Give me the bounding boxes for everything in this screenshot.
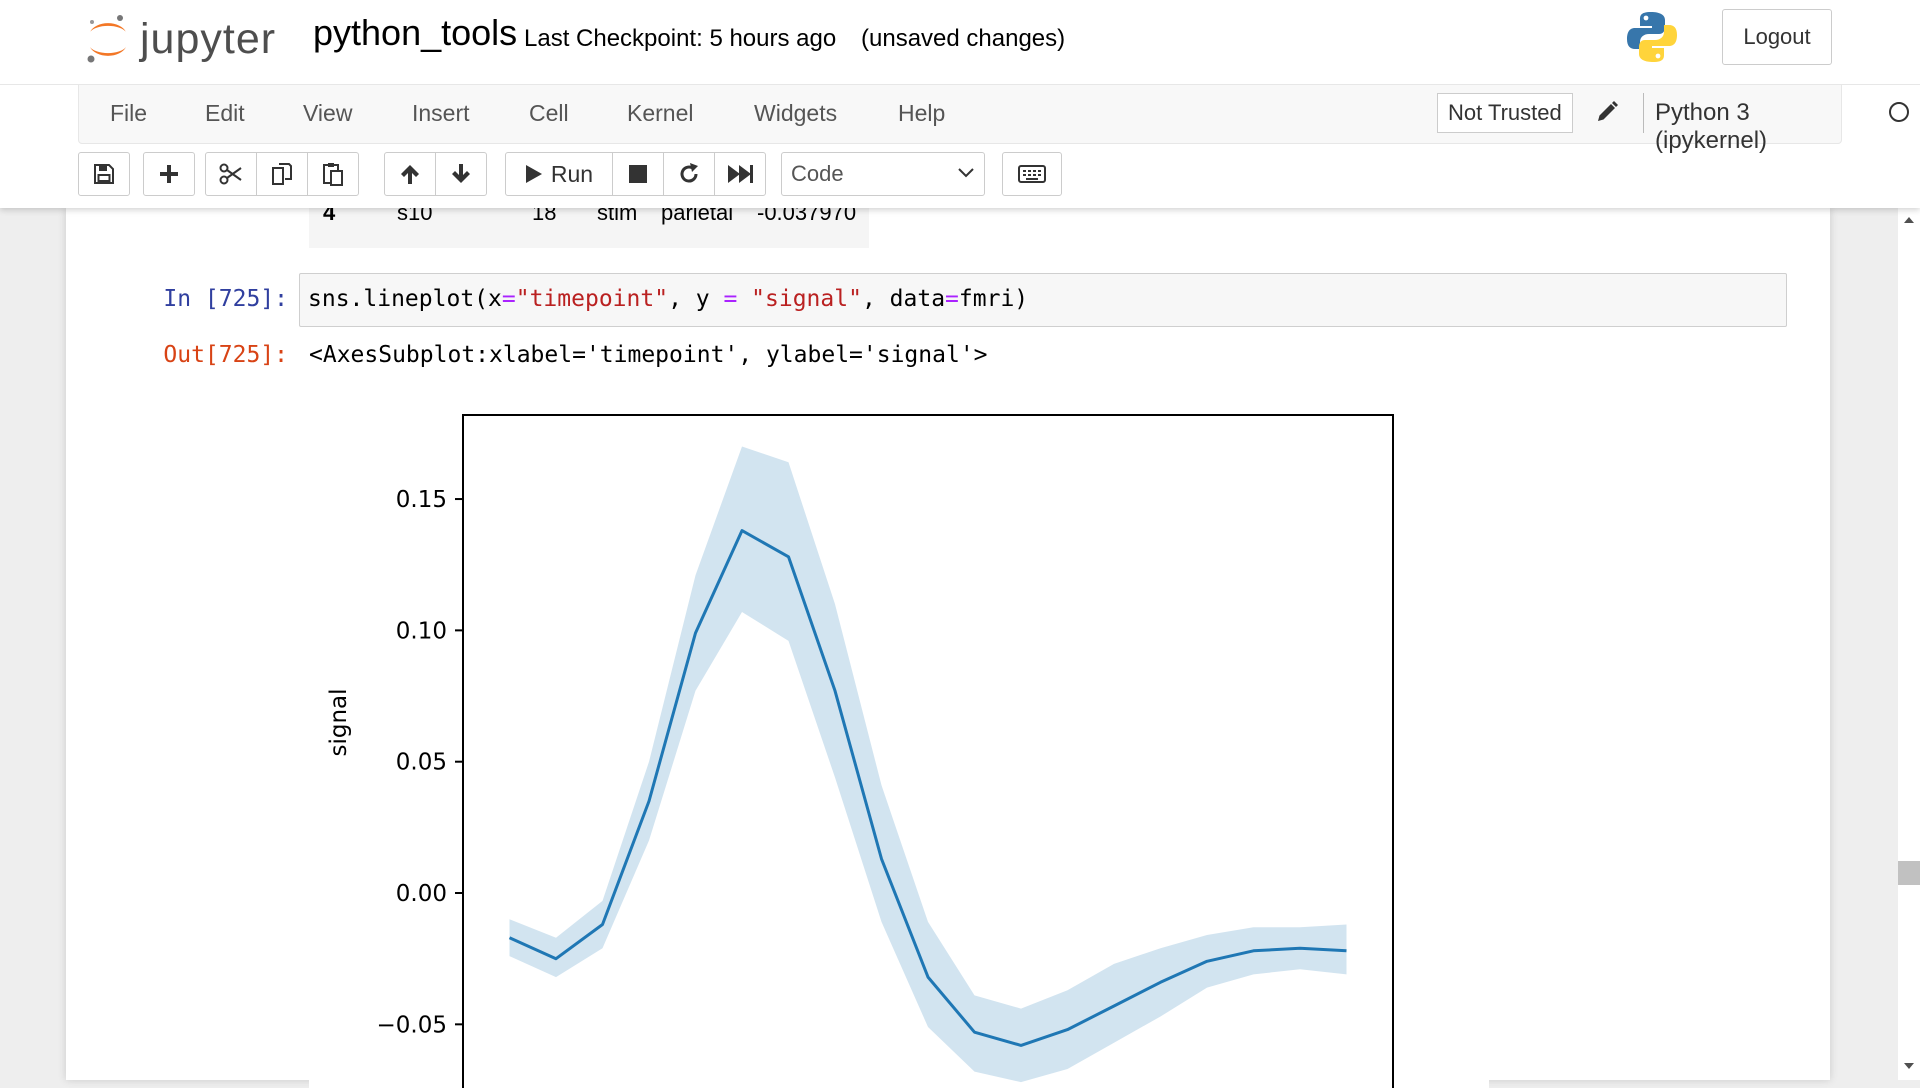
python-logo-icon: [1626, 10, 1678, 64]
scroll-down-icon[interactable]: [1904, 1062, 1914, 1070]
fast-forward-icon: [727, 164, 753, 184]
restart-icon: [677, 162, 701, 186]
edit-group: [205, 152, 359, 196]
code-line: sns.lineplot(x="timepoint", y = "signal"…: [308, 286, 1028, 312]
notebook-name[interactable]: python_tools: [313, 12, 517, 54]
run-label: Run: [551, 161, 593, 188]
arrow-up-icon: [399, 163, 421, 185]
kernel-idle-indicator: [1889, 102, 1909, 122]
code-token: , data: [862, 286, 945, 312]
paste-icon: [322, 162, 344, 186]
y-tick-label: 0.00: [396, 881, 447, 907]
notebook-header: jupyter python_tools Last Checkpoint: 5 …: [0, 0, 1920, 208]
scissors-icon: [219, 163, 243, 185]
menu-help[interactable]: Help: [898, 100, 945, 127]
move-up-button[interactable]: [384, 152, 436, 196]
checkpoint-status: Last Checkpoint: 5 hours ago: [524, 25, 836, 53]
jupyter-logo[interactable]: jupyter: [86, 12, 276, 66]
save-button[interactable]: [78, 152, 130, 196]
code-token: =: [945, 286, 959, 312]
notebook-container: 4 s10 18 stim parietal -0.037970 In [725…: [66, 208, 1830, 1080]
logout-button[interactable]: Logout: [1722, 9, 1832, 65]
cut-button[interactable]: [205, 152, 257, 196]
jupyter-logo-icon: [86, 12, 130, 66]
trust-notebook-button[interactable]: Not Trusted: [1437, 93, 1573, 133]
stop-icon: [628, 164, 648, 184]
scroll-up-icon[interactable]: [1904, 216, 1914, 224]
menu-kernel[interactable]: Kernel: [627, 100, 693, 127]
play-icon: [525, 164, 543, 184]
restart-run-all-button[interactable]: [714, 152, 766, 196]
save-group: [78, 152, 130, 196]
y-axis-label: signal: [326, 688, 352, 756]
y-tick-label: 0.10: [396, 618, 447, 644]
run-button[interactable]: Run: [505, 152, 613, 196]
code-token: [737, 286, 751, 312]
code-token: "timepoint": [516, 286, 668, 312]
scrollbar-thumb[interactable]: [1898, 861, 1920, 885]
interrupt-button[interactable]: [612, 152, 664, 196]
move-down-button[interactable]: [435, 152, 487, 196]
jupyter-logo-text: jupyter: [140, 15, 276, 64]
y-tick-label: 0.05: [396, 750, 447, 776]
menu-widgets[interactable]: Widgets: [754, 100, 837, 127]
save-icon: [93, 163, 115, 185]
menubar: File Edit View Insert Cell Kernel Widget…: [78, 84, 1842, 144]
y-tick-label: 0.15: [396, 487, 447, 513]
chart-background: [309, 398, 1489, 1088]
code-token: , y: [668, 286, 723, 312]
insert-group: [143, 152, 195, 196]
keyboard-icon: [1018, 165, 1046, 183]
menu-file[interactable]: File: [110, 100, 147, 127]
output-text: <AxesSubplot:xlabel='timepoint', ylabel=…: [309, 342, 988, 368]
chevron-down-icon: [958, 167, 974, 179]
header-row: jupyter python_tools Last Checkpoint: 5 …: [0, 0, 1920, 85]
restart-button[interactable]: [663, 152, 715, 196]
output-prompt: Out[725]:: [66, 342, 288, 368]
autosave-status: (unsaved changes): [861, 25, 1065, 53]
insert-cell-button[interactable]: [143, 152, 195, 196]
code-token: =: [723, 286, 737, 312]
keyboard-group: [1002, 152, 1062, 196]
code-token: sns.lineplot(x: [308, 286, 502, 312]
menu-insert[interactable]: Insert: [412, 100, 470, 127]
kernel-name[interactable]: Python 3 (ipykernel): [1655, 99, 1841, 155]
menu-view[interactable]: View: [303, 100, 352, 127]
copy-button[interactable]: [256, 152, 308, 196]
move-group: [384, 152, 487, 196]
pencil-icon[interactable]: [1595, 100, 1619, 124]
cell-type-value: Code: [791, 161, 844, 187]
arrow-down-icon: [450, 163, 472, 185]
cell-type-select[interactable]: Code: [781, 152, 985, 196]
menu-cell[interactable]: Cell: [529, 100, 569, 127]
copy-icon: [271, 162, 293, 186]
lineplot-chart: 0.15 0.10 0.05 0.00 −0.05 signal: [309, 398, 1489, 1088]
code-input[interactable]: sns.lineplot(x="timepoint", y = "signal"…: [299, 273, 1787, 327]
kernel-separator: [1643, 93, 1644, 133]
y-tick-label: −0.05: [377, 1012, 447, 1038]
plus-icon: [158, 163, 180, 185]
code-token: =: [502, 286, 516, 312]
input-prompt: In [725]:: [66, 286, 288, 312]
paste-button[interactable]: [307, 152, 359, 196]
run-group: Run: [505, 152, 766, 196]
command-palette-button[interactable]: [1002, 152, 1062, 196]
scrollbar[interactable]: [1898, 208, 1920, 1080]
menu-edit[interactable]: Edit: [205, 100, 245, 127]
code-token: "signal": [751, 286, 862, 312]
code-token: fmri): [959, 286, 1028, 312]
